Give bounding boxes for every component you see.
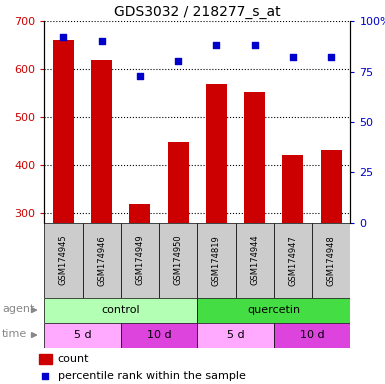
Bar: [44, 298, 198, 323]
Bar: [198, 323, 274, 348]
Text: GSM174948: GSM174948: [327, 235, 336, 286]
Point: [213, 42, 219, 48]
Text: GSM174945: GSM174945: [59, 235, 68, 285]
Bar: [91, 60, 112, 223]
Bar: [244, 92, 265, 223]
Text: time: time: [2, 329, 27, 339]
Text: 5 d: 5 d: [74, 330, 91, 340]
Bar: [38, 354, 52, 364]
Bar: [274, 223, 312, 298]
Point: [99, 38, 105, 44]
Point: [42, 373, 48, 379]
Bar: [44, 323, 121, 348]
Text: GSM174950: GSM174950: [174, 235, 183, 285]
Point: [175, 58, 181, 65]
Bar: [167, 142, 189, 223]
Bar: [274, 323, 350, 348]
Title: GDS3032 / 218277_s_at: GDS3032 / 218277_s_at: [114, 5, 281, 19]
Bar: [321, 150, 342, 223]
Bar: [44, 223, 82, 298]
Point: [137, 73, 143, 79]
Text: GSM174949: GSM174949: [136, 235, 144, 285]
Bar: [236, 223, 274, 298]
Text: quercetin: quercetin: [247, 305, 300, 315]
Bar: [53, 40, 74, 223]
Text: agent: agent: [2, 304, 35, 314]
Text: GSM174947: GSM174947: [288, 235, 298, 286]
Text: control: control: [102, 305, 140, 315]
Text: GSM174944: GSM174944: [250, 235, 259, 285]
Text: count: count: [58, 354, 89, 364]
Text: percentile rank within the sample: percentile rank within the sample: [58, 371, 246, 381]
Bar: [82, 223, 121, 298]
Bar: [198, 223, 236, 298]
Bar: [312, 223, 350, 298]
Bar: [283, 154, 303, 223]
Bar: [129, 204, 151, 223]
Bar: [159, 223, 198, 298]
Text: GSM174819: GSM174819: [212, 235, 221, 286]
Point: [328, 55, 334, 61]
Bar: [121, 223, 159, 298]
Bar: [198, 298, 350, 323]
Point: [252, 42, 258, 48]
Bar: [206, 84, 227, 223]
Text: 10 d: 10 d: [147, 330, 171, 340]
Text: GSM174946: GSM174946: [97, 235, 106, 286]
Point: [290, 55, 296, 61]
Text: 10 d: 10 d: [300, 330, 325, 340]
Text: 5 d: 5 d: [227, 330, 244, 340]
Bar: [121, 323, 198, 348]
Point: [60, 34, 67, 40]
